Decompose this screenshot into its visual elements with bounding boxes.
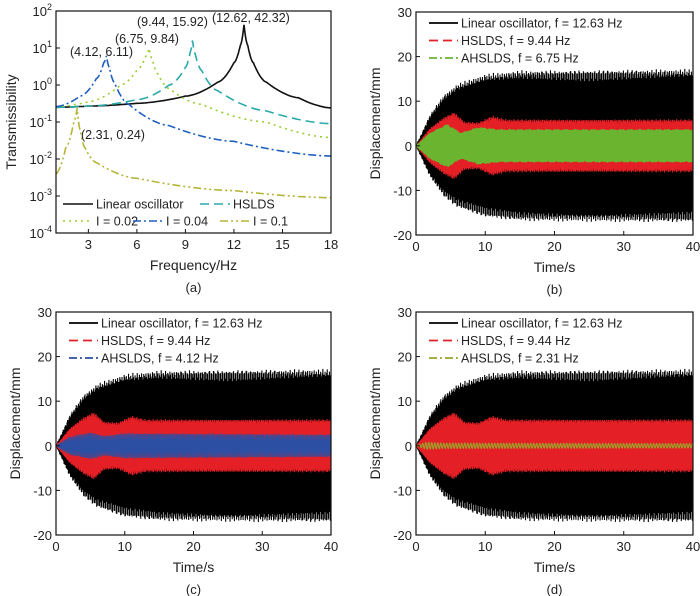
x-tick-label: 30 — [255, 539, 269, 554]
legend-label: HSLDS, f = 9.44 Hz — [101, 334, 210, 348]
panel-d: 0 10 20 30 40 -20 -10 0 10 20 30 Time/s Displacement… — [367, 305, 700, 596]
y-tick-label: 30 — [38, 305, 52, 320]
y-tick-label: 10 — [398, 394, 412, 409]
peak-annotation: (9.44, 15.92) — [137, 15, 208, 29]
y-tick-label: 10-4 — [30, 224, 52, 241]
legend-label: I = 0.04 — [166, 215, 208, 229]
panel-caption: (d) — [547, 582, 563, 596]
y-tick-label: -10 — [33, 483, 52, 498]
y-tick-label: 20 — [398, 350, 412, 365]
x-tick-label: 6 — [133, 237, 140, 252]
y-tick-label: 10-3 — [30, 187, 52, 204]
series-signal-1 — [56, 413, 331, 479]
legend-label: AHSLDS, f = 6.75 Hz — [461, 52, 579, 66]
legend: Linear oscillator HSLDS I = 0.02 I = 0.04 I … — [63, 198, 288, 229]
y-tick-label: -20 — [33, 528, 52, 543]
panel-a: 3 6 9 12 15 18 10-4 10-3 10-2 10-1 100 101 102 Freque… — [3, 2, 338, 295]
legend-label: HSLDS — [233, 198, 275, 212]
panel-b: 0 10 20 30 40 -20 -10 0 10 20 30 Time/s Displacement… — [367, 5, 700, 297]
y-tick-label: 30 — [398, 305, 412, 320]
y-tick-label: 101 — [33, 39, 52, 56]
x-tick-label: 20 — [547, 539, 561, 554]
x-tick-label: 15 — [275, 237, 289, 252]
x-axis-label: Time/s — [173, 559, 214, 575]
x-tick-label: 3 — [85, 237, 92, 252]
x-tick-label: 30 — [617, 539, 631, 554]
y-tick-label: -20 — [393, 228, 412, 243]
x-tick-label: 10 — [118, 539, 132, 554]
legend: Linear oscillator, f = 12.63 Hz HSLDS, f … — [429, 317, 623, 366]
x-tick-label: 30 — [617, 239, 631, 254]
series-signal-2 — [416, 441, 693, 450]
y-axis-label: Transmissibility — [3, 74, 19, 169]
series-signal-2 — [416, 124, 693, 167]
y-tick-label: -10 — [393, 183, 412, 198]
y-tick-label: 100 — [33, 76, 52, 93]
plot-area — [416, 68, 693, 223]
x-tick-label: 0 — [412, 539, 419, 554]
x-axis-label: Time/s — [534, 259, 575, 275]
plot-area — [416, 368, 693, 523]
x-tick-label: 18 — [324, 237, 338, 252]
y-axis-label: Displacement/mm — [7, 367, 23, 479]
series-line-4 — [56, 107, 331, 199]
peak-annotation: (6.75, 9.84) — [115, 32, 179, 46]
x-tick-label: 12 — [227, 237, 241, 252]
x-axis-label: Frequency/Hz — [150, 257, 237, 273]
legend-label: I = 0.1 — [253, 215, 288, 229]
x-tick-label: 10 — [478, 539, 492, 554]
y-tick-label: 10-2 — [30, 150, 52, 167]
y-tick-label: -20 — [393, 528, 412, 543]
series-line-2 — [56, 48, 331, 139]
y-tick-label: 10 — [38, 394, 52, 409]
legend-label: HSLDS, f = 9.44 Hz — [461, 34, 570, 48]
x-tick-label: 10 — [478, 239, 492, 254]
peak-annotation: (2.31, 0.24) — [81, 128, 145, 142]
y-tick-label: 0 — [405, 139, 412, 154]
y-axis-label: Displacement/mm — [367, 367, 383, 479]
x-tick-label: 9 — [182, 237, 189, 252]
y-tick-label: 10 — [398, 94, 412, 109]
x-tick-label: 20 — [547, 239, 561, 254]
y-tick-label: 30 — [398, 5, 412, 20]
legend: Linear oscillator, f = 12.63 Hz HSLDS, f … — [69, 317, 263, 366]
legend-label: I = 0.02 — [96, 215, 138, 229]
legend-label: HSLDS, f = 9.44 Hz — [461, 334, 570, 348]
y-tick-label: 20 — [398, 50, 412, 65]
legend-label: Linear oscillator, f = 12.63 Hz — [101, 317, 263, 331]
plot-area — [56, 368, 331, 523]
y-tick-label: 0 — [45, 439, 52, 454]
legend: Linear oscillator, f = 12.63 Hz HSLDS, f … — [429, 17, 623, 66]
series-signal-1 — [416, 413, 693, 479]
panel-caption: (a) — [186, 280, 202, 295]
x-tick-label: 40 — [686, 239, 700, 254]
y-tick-label: -10 — [393, 483, 412, 498]
y-tick-label: 10-1 — [30, 113, 52, 130]
x-axis-label: Time/s — [534, 559, 575, 575]
peak-annotation: (4.12, 6.11) — [70, 45, 133, 59]
x-tick-label: 0 — [412, 239, 419, 254]
y-tick-label: 102 — [33, 2, 52, 19]
x-tick-label: 0 — [52, 539, 59, 554]
y-tick-label: 20 — [38, 350, 52, 365]
peak-annotation: (12.62, 42.32) — [212, 11, 290, 25]
legend-label: Linear oscillator — [96, 198, 184, 212]
series-signal-2 — [56, 432, 331, 460]
series-line-1 — [56, 40, 331, 125]
legend-label: AHSLDS, f = 4.12 Hz — [101, 352, 219, 366]
x-tick-label: 20 — [186, 539, 200, 554]
x-tick-label: 40 — [324, 539, 338, 554]
panel-caption: (c) — [186, 582, 201, 596]
series-line-0 — [56, 24, 331, 109]
legend-label: Linear oscillator, f = 12.63 Hz — [461, 317, 623, 331]
plot-area — [56, 24, 331, 199]
panel-caption: (b) — [547, 282, 563, 297]
y-tick-label: 0 — [405, 439, 412, 454]
legend-label: AHSLDS, f = 2.31 Hz — [461, 352, 579, 366]
legend-label: Linear oscillator, f = 12.63 Hz — [461, 17, 623, 31]
x-tick-label: 40 — [686, 539, 700, 554]
panel-c: 0 10 20 30 40 -20 -10 0 10 20 30 Time/s Displacement… — [7, 305, 338, 596]
y-axis-label: Displacement/mm — [367, 67, 383, 179]
